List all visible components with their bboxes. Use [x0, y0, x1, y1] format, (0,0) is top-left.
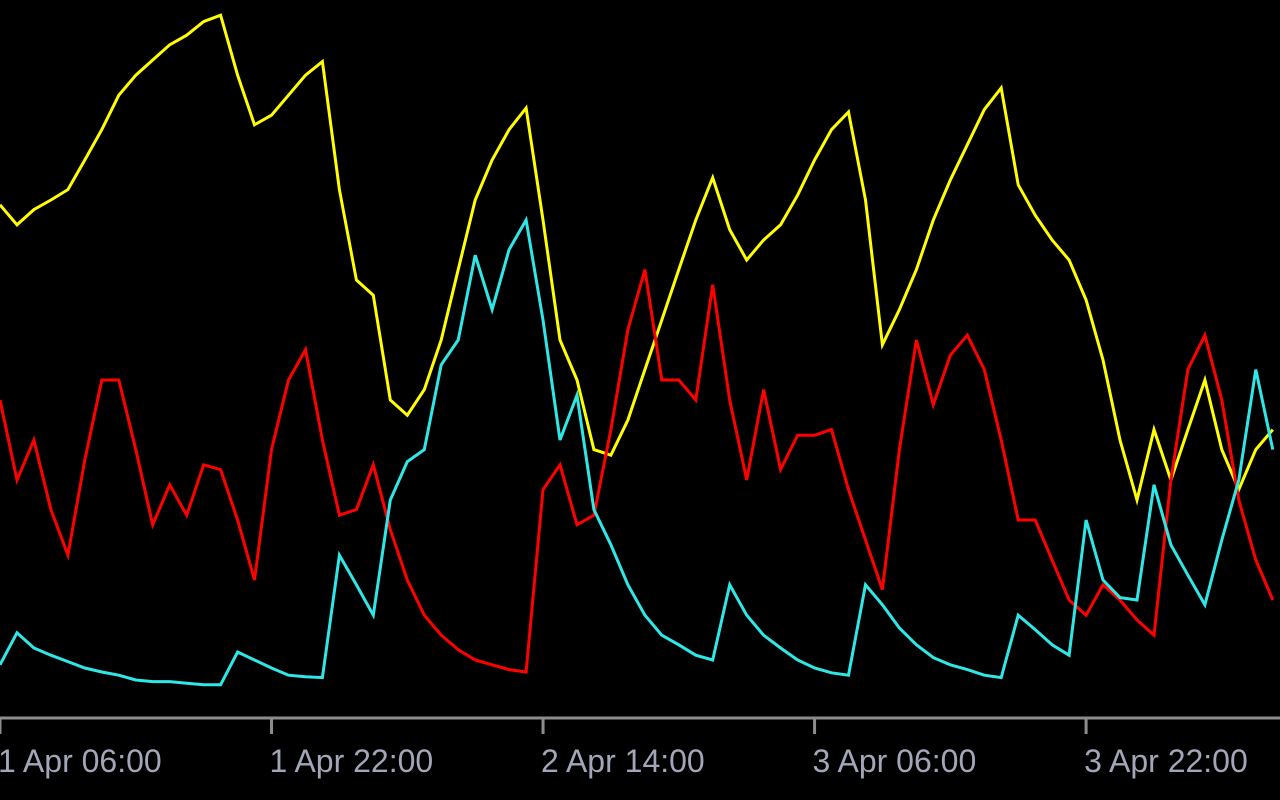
x-tick-label: 1 Apr 22:00 [270, 743, 434, 779]
series-line [0, 269, 1275, 674]
series-line [0, 13, 1274, 506]
x-tick-label: 1 Apr 06:00 [0, 743, 162, 779]
x-tick-label: 3 Apr 22:00 [1084, 743, 1248, 779]
x-tick-label: 2 Apr 14:00 [541, 743, 705, 779]
x-tick-label: 3 Apr 06:00 [813, 743, 977, 779]
series-line [0, 215, 1275, 687]
